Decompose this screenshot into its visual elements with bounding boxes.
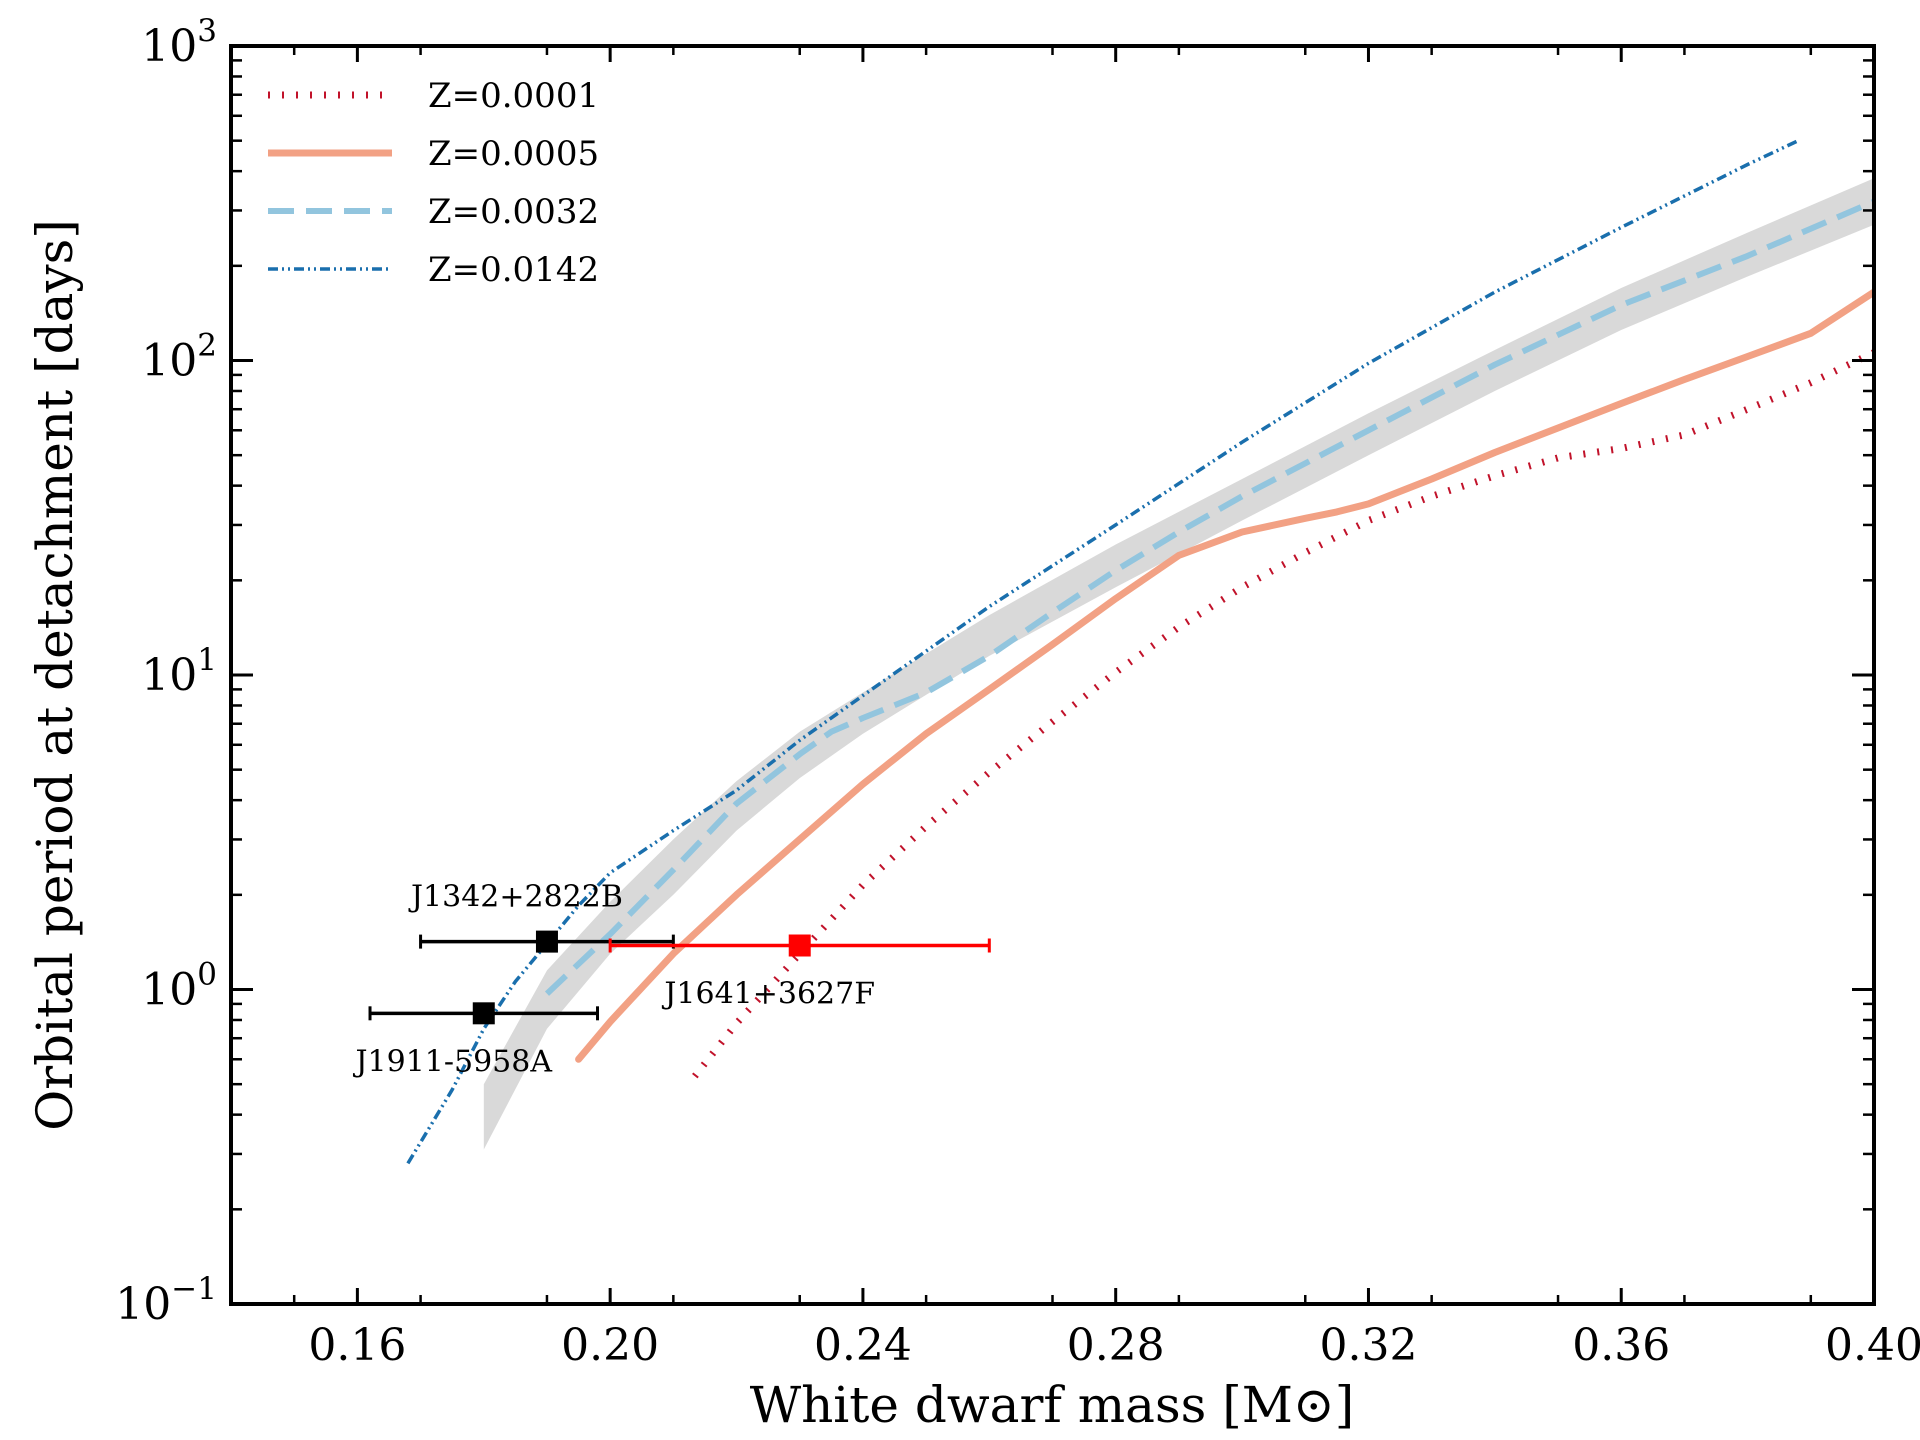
y-tick-label: 10−1 — [115, 1271, 217, 1330]
data-point-j1911-5958a: J1911-5958A — [353, 1002, 600, 1079]
series-line-z-0-0142 — [406, 139, 1799, 1165]
series-line-z-0-0032 — [544, 198, 1874, 996]
y-axis-label: Orbital period at detachment [days] — [26, 219, 84, 1131]
x-tick-label: 0.40 — [1825, 1320, 1920, 1371]
series-line-z-0-0005 — [575, 288, 1874, 1063]
x-tick-label: 0.36 — [1572, 1320, 1670, 1371]
y-tick-label: 101 — [141, 642, 217, 701]
point-label: J1641+3627F — [661, 977, 875, 1012]
ticks-layer: 0.16 0.20 0.24 0.28 0.32 0.36 0.40 10−1 100 101 10… — [115, 13, 1920, 1371]
y-tick-label: 102 — [141, 328, 217, 387]
marker-square — [788, 934, 811, 957]
point-label: J1342+2822B — [408, 880, 623, 915]
legend-label: Z=0.0005 — [428, 134, 599, 174]
x-tick-label: 0.16 — [308, 1320, 406, 1371]
x-tick-label: 0.24 — [814, 1320, 912, 1371]
y-tick-label: 100 — [141, 957, 217, 1016]
x-tick-label: 0.32 — [1319, 1320, 1417, 1371]
x-tick-label: 0.28 — [1067, 1320, 1165, 1371]
marker-square — [535, 930, 558, 953]
legend-label: Z=0.0001 — [428, 76, 599, 116]
axes-layer — [229, 44, 1876, 1306]
point-label: J1911-5958A — [353, 1044, 553, 1079]
legend-label: Z=0.0032 — [428, 192, 599, 232]
plot-frame — [229, 44, 1876, 1306]
legend-label: Z=0.0142 — [428, 250, 599, 290]
y-tick-label: 103 — [141, 13, 217, 72]
confidence-band-layer — [483, 178, 1874, 1150]
confidence-band — [483, 178, 1874, 1150]
marker-square — [472, 1002, 495, 1025]
series-layer — [406, 139, 1874, 1165]
data-points-layer: J1342+2822B J1911-5958A J1641+3627F — [353, 880, 991, 1079]
legend: Z=0.0001 Z=0.0005 Z=0.0032 Z=0.0142 — [268, 76, 599, 290]
data-point-j1641-3627f: J1641+3627F — [608, 934, 991, 1012]
x-axis-label: White dwarf mass [M⊙] — [750, 1376, 1355, 1434]
x-tick-label: 0.20 — [561, 1320, 659, 1371]
